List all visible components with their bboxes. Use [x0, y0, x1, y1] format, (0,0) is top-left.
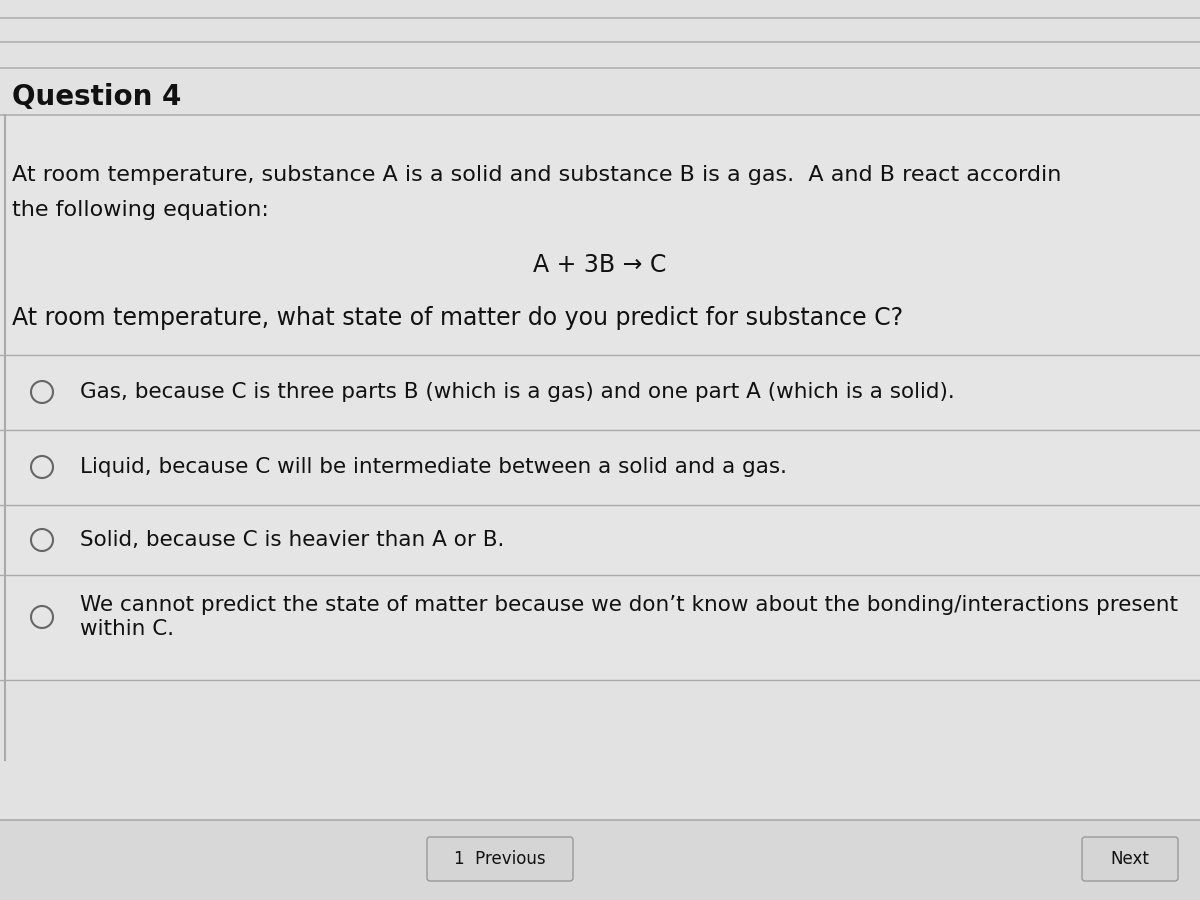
Text: Gas, because C is three parts B (which is a gas) and one part A (which is a soli: Gas, because C is three parts B (which i… [80, 382, 955, 402]
FancyBboxPatch shape [1082, 837, 1178, 881]
Bar [0, 355, 1200, 430]
Text: Next: Next [1110, 850, 1150, 868]
Bar [0, 0, 1200, 115]
FancyBboxPatch shape [427, 837, 574, 881]
Text: At room temperature, what state of matter do you predict for substance C?: At room temperature, what state of matte… [12, 306, 904, 330]
Bar [0, 115, 1200, 755]
Text: At room temperature, substance A is a solid and substance B is a gas.  A and B r: At room temperature, substance A is a so… [12, 165, 1061, 185]
Bar [0, 680, 1200, 900]
Bar [0, 430, 1200, 505]
Text: A + 3B → C: A + 3B → C [533, 253, 667, 277]
Text: 1  Previous: 1 Previous [454, 850, 546, 868]
Bar [0, 505, 1200, 575]
Bar [0, 820, 1200, 900]
Text: We cannot predict the state of matter because we don’t know about the bonding/in: We cannot predict the state of matter be… [80, 596, 1178, 639]
Text: the following equation:: the following equation: [12, 200, 269, 220]
Bar [0, 575, 1200, 680]
Text: Liquid, because C will be intermediate between a solid and a gas.: Liquid, because C will be intermediate b… [80, 457, 787, 477]
Text: Question 4: Question 4 [12, 83, 181, 111]
Text: Solid, because C is heavier than A or B.: Solid, because C is heavier than A or B. [80, 530, 504, 550]
